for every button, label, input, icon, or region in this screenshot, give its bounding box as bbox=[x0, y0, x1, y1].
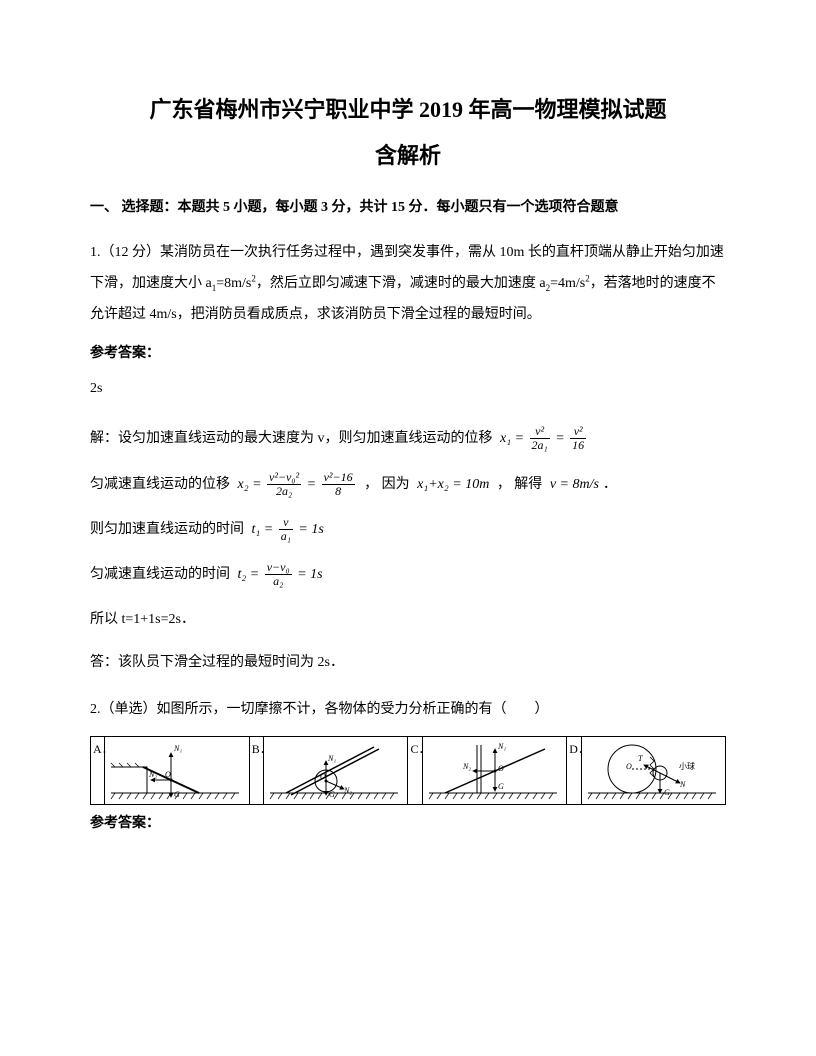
svg-text:G: G bbox=[498, 782, 504, 791]
f-t1-den: a₁ bbox=[279, 530, 293, 543]
svg-text:G: G bbox=[329, 790, 335, 799]
choice-b-diagram: O G N₁ N₂ bbox=[264, 737, 408, 805]
choice-c-label: C． bbox=[408, 737, 422, 805]
svg-text:N₁: N₁ bbox=[497, 742, 506, 751]
f-t2-lhs: t₂ = bbox=[238, 567, 260, 582]
svg-text:N₂: N₂ bbox=[343, 786, 352, 795]
f-x1-den2: 16 bbox=[570, 439, 586, 452]
f-t2-den: a₂ bbox=[265, 575, 292, 588]
svg-text:O: O bbox=[498, 764, 504, 773]
q1-sol6: 答：该队员下滑全过程的最短时间为 2s． bbox=[90, 650, 726, 675]
svg-text:N₁: N₁ bbox=[173, 744, 182, 753]
f-t1-lhs: t₁ = bbox=[252, 522, 274, 537]
svg-text:小球: 小球 bbox=[679, 761, 695, 771]
q1-sol3: 则匀加速直线运动的时间 t₁ = va₁ = 1s bbox=[90, 516, 726, 543]
choice-table: A． bbox=[90, 736, 726, 805]
svg-text:T: T bbox=[638, 754, 643, 763]
f-x2-lhs: x₂ = bbox=[238, 476, 262, 491]
f-x1-lhs: x₁ = bbox=[500, 431, 524, 446]
svg-text:N: N bbox=[679, 780, 686, 789]
q1-answer-label: 参考答案： bbox=[90, 341, 726, 366]
f-x2-den2: 8 bbox=[322, 485, 355, 498]
f-t1-rhs: = 1s bbox=[298, 522, 323, 537]
q1-a1-val: =8m/s bbox=[216, 276, 251, 291]
q1-sol3-pre: 则匀加速直线运动的时间 bbox=[90, 522, 244, 537]
f-x2-num2: v²−16 bbox=[322, 471, 355, 485]
q1-sol2-end: ， 解得 bbox=[497, 476, 543, 491]
question-1: 1.（12 分）某消防员在一次执行任务过程中，遇到突发事件，需从 10m 长的直… bbox=[90, 238, 726, 330]
q1-sol4: 匀减速直线运动的时间 t₂ = v−v₀a₂ = 1s bbox=[90, 561, 726, 588]
q1-sol2-mid: ， 因为 bbox=[364, 476, 410, 491]
formula-x1: x₁ = v²2a₁ = v²16 bbox=[500, 425, 588, 452]
formula-x2: x₂ = v²−v₀²2a₂ = v²−168 bbox=[238, 471, 357, 498]
f-x2-num1: v²−v₀² bbox=[267, 471, 301, 485]
choice-b-label: B． bbox=[249, 737, 263, 805]
formula-v: v = 8m/s bbox=[550, 472, 599, 497]
q1-answer-value: 2s bbox=[90, 376, 726, 401]
svg-text:O: O bbox=[626, 762, 632, 771]
q2-answer-label: 参考答案： bbox=[90, 811, 726, 836]
f-x1-num1: v² bbox=[530, 425, 550, 439]
f-t2-num: v−v₀ bbox=[265, 561, 292, 575]
page-title-line1: 广东省梅州市兴宁职业中学 2019 年高一物理模拟试题 bbox=[90, 90, 726, 130]
q1-sol5: 所以 t=1+1s=2s． bbox=[90, 607, 726, 632]
formula-t2: t₂ = v−v₀a₂ = 1s bbox=[238, 561, 323, 588]
choice-a-label: A． bbox=[91, 737, 105, 805]
formula-t1: t₁ = va₁ = 1s bbox=[252, 516, 324, 543]
q1-a2-val: =4m/s bbox=[550, 276, 585, 291]
choice-a-diagram: O N₁ G N₂ bbox=[105, 737, 249, 805]
q1-sol1: 解：设匀加速直线运动的最大速度为 v，则匀加速直线运动的位移 x₁ = v²2a… bbox=[90, 425, 726, 452]
section-heading: 一、 选择题：本题共 5 小题，每小题 3 分，共计 15 分．每小题只有一个选… bbox=[90, 195, 726, 220]
svg-text:N₂: N₂ bbox=[462, 762, 471, 771]
svg-text:O: O bbox=[165, 770, 171, 779]
f-t1-num: v bbox=[279, 516, 293, 530]
choice-d-diagram: O 小球 G N T bbox=[581, 737, 725, 805]
q1-sol4-pre: 匀减速直线运动的时间 bbox=[90, 567, 230, 582]
page-title-line2: 含解析 bbox=[90, 136, 726, 176]
svg-text:N₁: N₁ bbox=[327, 754, 336, 763]
q1-sol2-pre: 匀减速直线运动的位移 bbox=[90, 476, 230, 491]
q1-sol2: 匀减速直线运动的位移 x₂ = v²−v₀²2a₂ = v²−168 ， 因为 … bbox=[90, 471, 726, 498]
svg-text:N₂: N₂ bbox=[148, 770, 157, 779]
svg-text:G: G bbox=[174, 790, 180, 799]
q1-mid: ，然后立即匀减速下滑，减速时的最大加速度 a bbox=[256, 276, 546, 291]
f-x1-den1: 2a₁ bbox=[530, 439, 550, 452]
f-x2-den1: 2a₂ bbox=[267, 485, 301, 498]
svg-text:O: O bbox=[320, 772, 326, 781]
f-t2-rhs: = 1s bbox=[297, 567, 322, 582]
q1-sol1-text: 解：设匀加速直线运动的最大速度为 v，则匀加速直线运动的位移 bbox=[90, 431, 493, 446]
formula-sum: x₁+x₂ = 10m bbox=[417, 472, 489, 497]
choice-d-label: D． bbox=[567, 737, 581, 805]
f-x1-num2: v² bbox=[570, 425, 586, 439]
question-2: 2.（单选）如图所示，一切摩擦不计，各物体的受力分析正确的有（ ） bbox=[90, 697, 726, 722]
choice-c-diagram: O G N₁ N₂ bbox=[422, 737, 566, 805]
svg-text:G: G bbox=[664, 788, 670, 797]
